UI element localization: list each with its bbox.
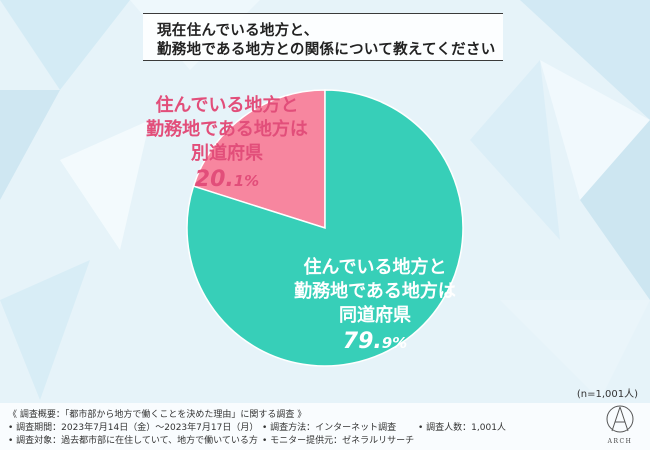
pink-percent-dec: 1%: [233, 172, 260, 190]
survey-period: • 調査期間：2023年7月14日（金）～2023年7月17日（月）: [8, 423, 259, 433]
teal-label-line-2: 勤務地である地方は: [294, 281, 456, 302]
survey-footer: 《 調査概要：「都市部から地方で働くことを決めた理由」に関する調査 》 • 調査…: [0, 403, 650, 450]
chart-title-line-1: 現在住んでいる地方と、: [157, 23, 319, 39]
teal-slice-label: 住んでいる地方と 勤務地である地方は 同道府県 79.9%: [285, 256, 465, 357]
pink-slice-percent: 20.1%: [143, 166, 311, 195]
survey-provider: • モニター提供元：ゼネラルリサーチ: [262, 436, 415, 446]
pie-slice-same-prefecture: [186, 89, 464, 367]
chart-title-line-2: 勤務地である地方との関係について教えてください: [157, 42, 496, 58]
survey-target: • 調査対象：過去都市部に在住していて、地方で働いている方: [8, 436, 258, 446]
pink-label-line-3: 別道府県: [191, 143, 263, 164]
teal-percent-int: 79.: [342, 329, 382, 354]
survey-overview: 《 調査概要：「都市部から地方で働くことを決めた理由」に関する調査 》: [8, 410, 307, 420]
survey-count: • 調査人数：1,001人: [418, 423, 506, 433]
sample-size: (n=1,001人): [576, 389, 638, 400]
survey-method: • 調査方法：インターネット調査: [262, 423, 397, 433]
pie-slice-different-prefecture: [192, 89, 326, 230]
teal-percent-dec: 9%: [381, 334, 408, 352]
svg-text:ARCH: ARCH: [607, 438, 633, 445]
chart-title-box: 現在住んでいる地方と、 勤務地である地方との関係について教えてください: [143, 13, 503, 61]
arch-logo: ARCH: [606, 405, 634, 445]
teal-label-line-3: 同道府県: [339, 305, 411, 326]
pink-percent-int: 20.: [194, 167, 234, 192]
teal-slice-percent: 79.9%: [285, 328, 465, 357]
pink-label-line-2: 勤務地である地方は: [146, 119, 308, 140]
teal-label-line-1: 住んでいる地方と: [303, 257, 447, 278]
pink-slice-label: 住んでいる地方と 勤務地である地方は 別道府県 20.1%: [143, 94, 311, 195]
pink-label-line-1: 住んでいる地方と: [155, 95, 299, 116]
